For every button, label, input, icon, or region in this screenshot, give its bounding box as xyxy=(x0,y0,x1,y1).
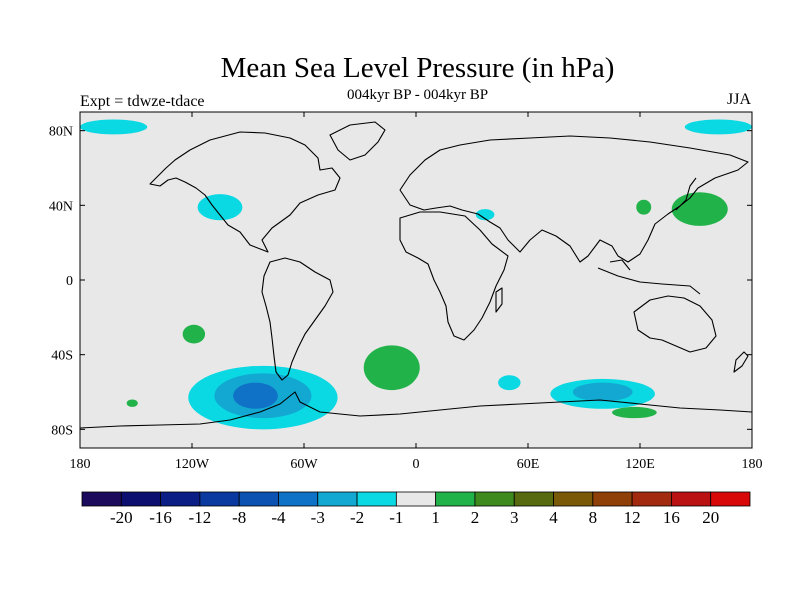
experiment-label: Expt = tdwze-tdace xyxy=(80,93,205,110)
chart-subtitle: 004kyr BP - 004kyr BP xyxy=(346,87,489,103)
coastline-antarctica xyxy=(80,391,752,429)
anomaly-region xyxy=(671,192,728,226)
colorbar-label: 16 xyxy=(663,508,680,527)
colorbar-swatch xyxy=(278,491,319,507)
colorbar-swatch xyxy=(317,491,358,507)
y-tick-label: 0 xyxy=(66,274,73,289)
coastline-greenland xyxy=(329,121,386,161)
x-tick-label: 120W xyxy=(175,457,210,472)
colorbar-swatch xyxy=(435,491,476,507)
y-tick-label: 80S xyxy=(51,423,73,438)
colorbar-label: -16 xyxy=(149,508,172,527)
y-tick-label: 40S xyxy=(51,349,73,364)
y-tick-label: 40N xyxy=(49,199,73,214)
colorbar-swatch xyxy=(553,491,594,507)
anomaly-region xyxy=(197,194,243,221)
coastline-japan xyxy=(675,177,697,211)
anomaly-layer xyxy=(80,119,752,430)
anomaly-region xyxy=(80,119,148,135)
anomaly-region xyxy=(126,399,138,407)
anomaly-region xyxy=(233,382,278,409)
colorbar-swatch xyxy=(710,491,751,507)
coastline-africa xyxy=(399,211,509,341)
colorbar-swatch xyxy=(671,491,712,507)
x-tick-label: 60W xyxy=(290,457,318,472)
y-axis: 80N 40N 0 40S 80S xyxy=(49,125,752,438)
coastline-madagascar xyxy=(495,287,503,313)
colorbar-label: -1 xyxy=(389,508,403,527)
y-tick-label: 80N xyxy=(49,125,73,140)
colorbar-swatch xyxy=(238,491,279,507)
anomaly-region xyxy=(572,382,633,402)
anomaly-region xyxy=(363,345,420,391)
colorbar-label: -20 xyxy=(110,508,133,527)
colorbar-swatch xyxy=(81,491,122,507)
colorbar-swatch xyxy=(592,491,633,507)
anomaly-region xyxy=(636,199,652,215)
coastline-australia xyxy=(633,295,717,353)
x-tick-label: 180 xyxy=(70,457,91,472)
colorbar: -20 -16 -12 -8 -4 -3 -2 -1 1 2 3 4 8 12 16 20 xyxy=(81,491,751,527)
coastline-eurasia xyxy=(399,135,749,263)
colorbar-swatch xyxy=(356,491,397,507)
x-tick-label: 0 xyxy=(413,457,420,472)
colorbar-label: -12 xyxy=(189,508,212,527)
colorbar-swatch xyxy=(199,491,240,507)
anomaly-region xyxy=(475,209,495,221)
x-tick-label: 120E xyxy=(625,457,655,472)
season-label: JJA xyxy=(726,91,751,108)
colorbar-label: 4 xyxy=(549,508,558,527)
colorbar-label: 1 xyxy=(431,508,440,527)
colorbar-swatch xyxy=(120,491,161,507)
x-tick-label: 60E xyxy=(517,457,540,472)
x-tick-label: 180 xyxy=(742,457,763,472)
colorbar-swatch xyxy=(631,491,672,507)
chart-title: Mean Sea Level Pressure (in hPa) xyxy=(220,52,615,84)
anomaly-region xyxy=(182,324,206,344)
coastline-north-america xyxy=(149,131,341,253)
x-axis: 180 120W 60W 0 60E 120E 180 xyxy=(70,112,763,472)
colorbar-swatch xyxy=(513,491,554,507)
colorbar-label: -3 xyxy=(311,508,325,527)
colorbar-label: -2 xyxy=(350,508,364,527)
coastline-south-america xyxy=(261,257,334,381)
colorbar-label: 20 xyxy=(702,508,719,527)
colorbar-label: 8 xyxy=(589,508,598,527)
coastline-indonesia xyxy=(597,259,701,295)
anomaly-region xyxy=(612,406,657,419)
colorbar-swatch xyxy=(474,491,515,507)
colorbar-label: 2 xyxy=(471,508,480,527)
coastlines xyxy=(80,121,752,429)
colorbar-swatch xyxy=(160,491,201,507)
colorbar-label: 3 xyxy=(510,508,519,527)
coastline-new-zealand xyxy=(733,351,749,373)
anomaly-region xyxy=(684,119,752,135)
colorbar-label: -4 xyxy=(271,508,286,527)
anomaly-region xyxy=(498,375,521,391)
colorbar-label: -8 xyxy=(232,508,246,527)
colorbar-label: 12 xyxy=(624,508,641,527)
colorbar-swatch xyxy=(395,491,437,507)
